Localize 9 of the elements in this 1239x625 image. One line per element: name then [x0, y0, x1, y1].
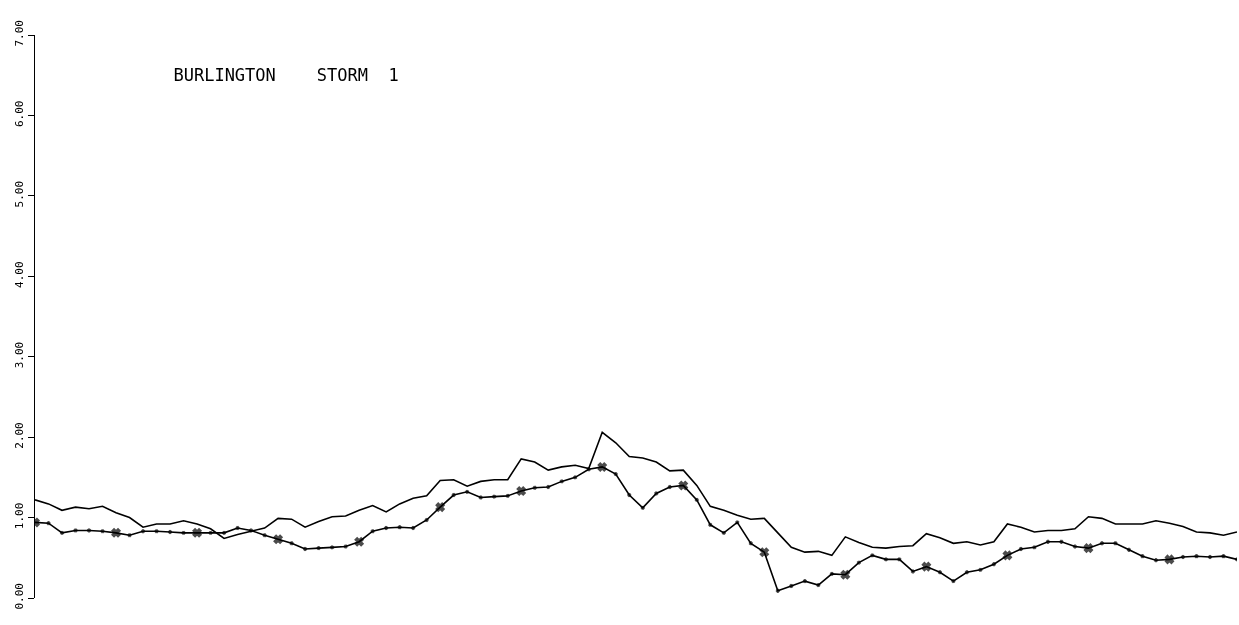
y-tick-label: 1.00 [13, 502, 27, 530]
y-tick-label: 2.00 [13, 422, 27, 449]
y-tick-label: 0.00 [13, 583, 27, 610]
y-tick-label: 5.00 [13, 180, 27, 208]
y-tick-label: 7.00 [13, 20, 27, 47]
y-tick-label: 3.00 [13, 341, 27, 369]
text: BURLINGTON STORM 1 [173, 64, 399, 85]
y-tick-label: 4.00 [13, 261, 27, 288]
y-tick-label: 6.00 [13, 100, 27, 128]
